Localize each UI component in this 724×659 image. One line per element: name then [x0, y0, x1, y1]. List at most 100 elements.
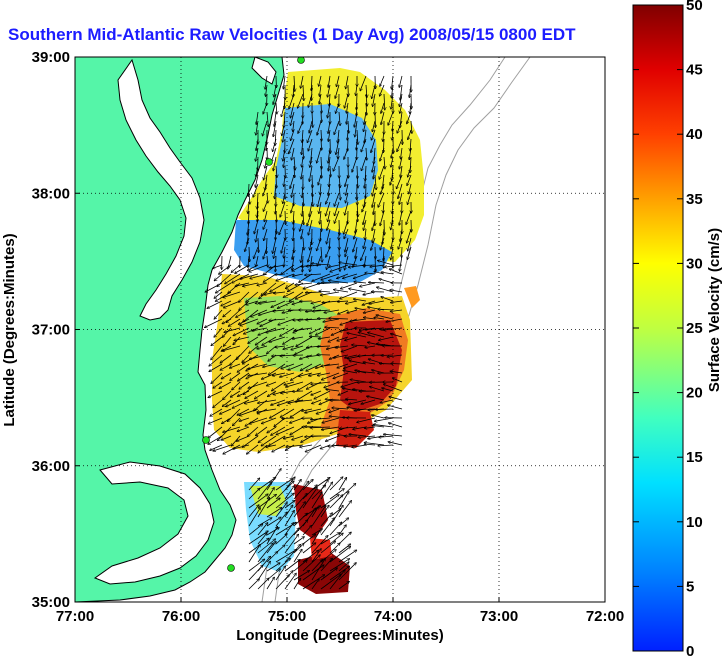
- velocity-arrow: [208, 426, 223, 438]
- velocity-arrow: [245, 390, 259, 398]
- velocity-arrow: [269, 318, 286, 321]
- velocity-arrow: [257, 561, 270, 581]
- velocity-arrow: [213, 444, 232, 451]
- velocity-arrow: [400, 102, 403, 113]
- velocity-arrow: [226, 399, 241, 407]
- velocity-arrow: [258, 399, 277, 403]
- velocity-arrow: [407, 174, 412, 186]
- velocity-arrow: [267, 381, 277, 386]
- velocity-arrow: [308, 138, 313, 151]
- velocity-arrow: [271, 300, 286, 307]
- delaware-bay: [251, 57, 277, 85]
- velocity-arrow: [317, 237, 322, 251]
- velocity-arrow: [311, 506, 326, 527]
- velocity-arrow: [317, 120, 322, 135]
- velocity-arrow: [266, 552, 278, 563]
- velocity-arrow: [361, 399, 376, 404]
- velocity-arrow: [282, 418, 295, 419]
- velocity-arrow: [407, 246, 412, 259]
- velocity-arrow: [329, 522, 342, 536]
- velocity-arrow: [319, 93, 322, 104]
- velocity-arrow: [291, 147, 295, 160]
- velocity-arrow: [358, 436, 376, 437]
- velocity-arrow: [240, 273, 259, 279]
- velocity-arrow: [256, 426, 268, 436]
- colorbar-tick-label: 15: [686, 449, 703, 466]
- velocity-arrow: [347, 129, 348, 140]
- velocity-arrow: [300, 444, 313, 447]
- velocity-arrow: [371, 237, 376, 250]
- velocity-arrow: [346, 399, 358, 400]
- velocity-arrow: [384, 434, 403, 437]
- velocity-arrow: [302, 565, 324, 581]
- velocity-arrow: [309, 120, 313, 133]
- velocity-arrow: [326, 389, 340, 392]
- velocity-arrow: [363, 120, 367, 132]
- velocity-arrow: [227, 408, 241, 422]
- velocity-arrow: [336, 75, 340, 87]
- velocity-arrow: [320, 183, 321, 195]
- velocity-arrow: [248, 565, 263, 581]
- x-tick-label: 72:00: [586, 608, 624, 625]
- velocity-arrow: [243, 282, 259, 286]
- velocity-arrow: [281, 237, 286, 253]
- velocity-arrow: [409, 84, 412, 98]
- velocity-arrow: [320, 513, 332, 527]
- velocity-arrow: [357, 409, 376, 410]
- velocity-arrow: [286, 282, 295, 289]
- velocity-arrow: [248, 508, 260, 527]
- colorbar-tick-label: 10: [686, 514, 703, 531]
- velocity-arrow: [230, 372, 241, 380]
- velocity-arrow: [293, 120, 294, 131]
- velocity-arrow: [338, 581, 349, 590]
- velocity-arrow: [246, 291, 259, 302]
- chesapeake-bay: [117, 58, 205, 321]
- velocity-arrow: [366, 102, 367, 115]
- velocity-arrow: [380, 84, 385, 96]
- velocity-arrow: [289, 93, 295, 109]
- colorbar-ticks: 0 5 10 15 20 25 30 35 40 45 50: [633, 0, 703, 659]
- velocity-arrow: [290, 111, 295, 125]
- velocity-arrow: [207, 300, 223, 308]
- station-marker: [297, 57, 305, 64]
- velocity-arrow: [329, 533, 343, 545]
- velocity-arrow: [275, 228, 276, 240]
- velocity-arrow: [301, 435, 313, 442]
- velocity-arrow: [209, 363, 223, 372]
- velocity-arrow: [380, 75, 385, 86]
- velocity-arrow: [274, 292, 286, 293]
- velocity-arrow: [390, 310, 403, 312]
- velocity-arrow: [348, 120, 349, 133]
- velocity-arrow: [290, 174, 295, 189]
- velocity-arrow: [321, 156, 322, 169]
- velocity-arrow: [278, 318, 295, 325]
- velocity-arrow: [365, 273, 376, 274]
- velocity-arrow: [308, 93, 313, 107]
- velocity-arrow: [272, 372, 286, 376]
- velocity-arrow: [292, 246, 295, 259]
- velocity-arrow: [319, 291, 331, 292]
- velocity-arrow: [366, 147, 367, 160]
- velocity-arrow: [327, 84, 331, 97]
- velocity-arrow: [320, 568, 337, 581]
- velocity-arrow: [295, 399, 313, 402]
- velocity-arrow: [380, 210, 385, 226]
- velocity-arrow: [335, 345, 349, 348]
- velocity-arrow: [374, 318, 385, 320]
- velocity-arrow: [385, 264, 403, 267]
- y-tick-label: 36:00: [32, 458, 70, 475]
- velocity-arrow: [319, 84, 322, 96]
- velocity-arrow: [261, 417, 277, 424]
- velocity-arrow: [390, 174, 394, 185]
- velocity-arrow: [233, 327, 250, 336]
- velocity-arrow: [208, 417, 223, 424]
- velocity-arrow: [305, 444, 322, 452]
- velocity-arrow: [214, 291, 223, 298]
- velocity-arrow: [396, 174, 403, 189]
- x-tick-label: 74:00: [374, 608, 412, 625]
- velocity-arrow: [284, 381, 295, 385]
- velocity-arrow: [323, 318, 340, 322]
- velocity-arrow: [321, 129, 322, 141]
- velocity-arrow: [273, 156, 277, 171]
